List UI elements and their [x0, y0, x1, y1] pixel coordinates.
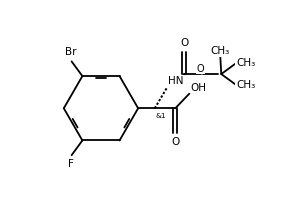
Text: Br: Br — [65, 47, 76, 57]
Text: CH₃: CH₃ — [236, 80, 255, 90]
Text: O: O — [171, 137, 179, 147]
Text: O: O — [180, 38, 188, 48]
Text: &1: &1 — [156, 113, 166, 119]
Text: F: F — [68, 159, 73, 169]
Text: OH: OH — [190, 83, 206, 93]
Text: O: O — [197, 64, 204, 74]
Text: CH₃: CH₃ — [211, 46, 230, 57]
Text: CH₃: CH₃ — [236, 58, 255, 68]
Text: HN: HN — [168, 76, 183, 86]
